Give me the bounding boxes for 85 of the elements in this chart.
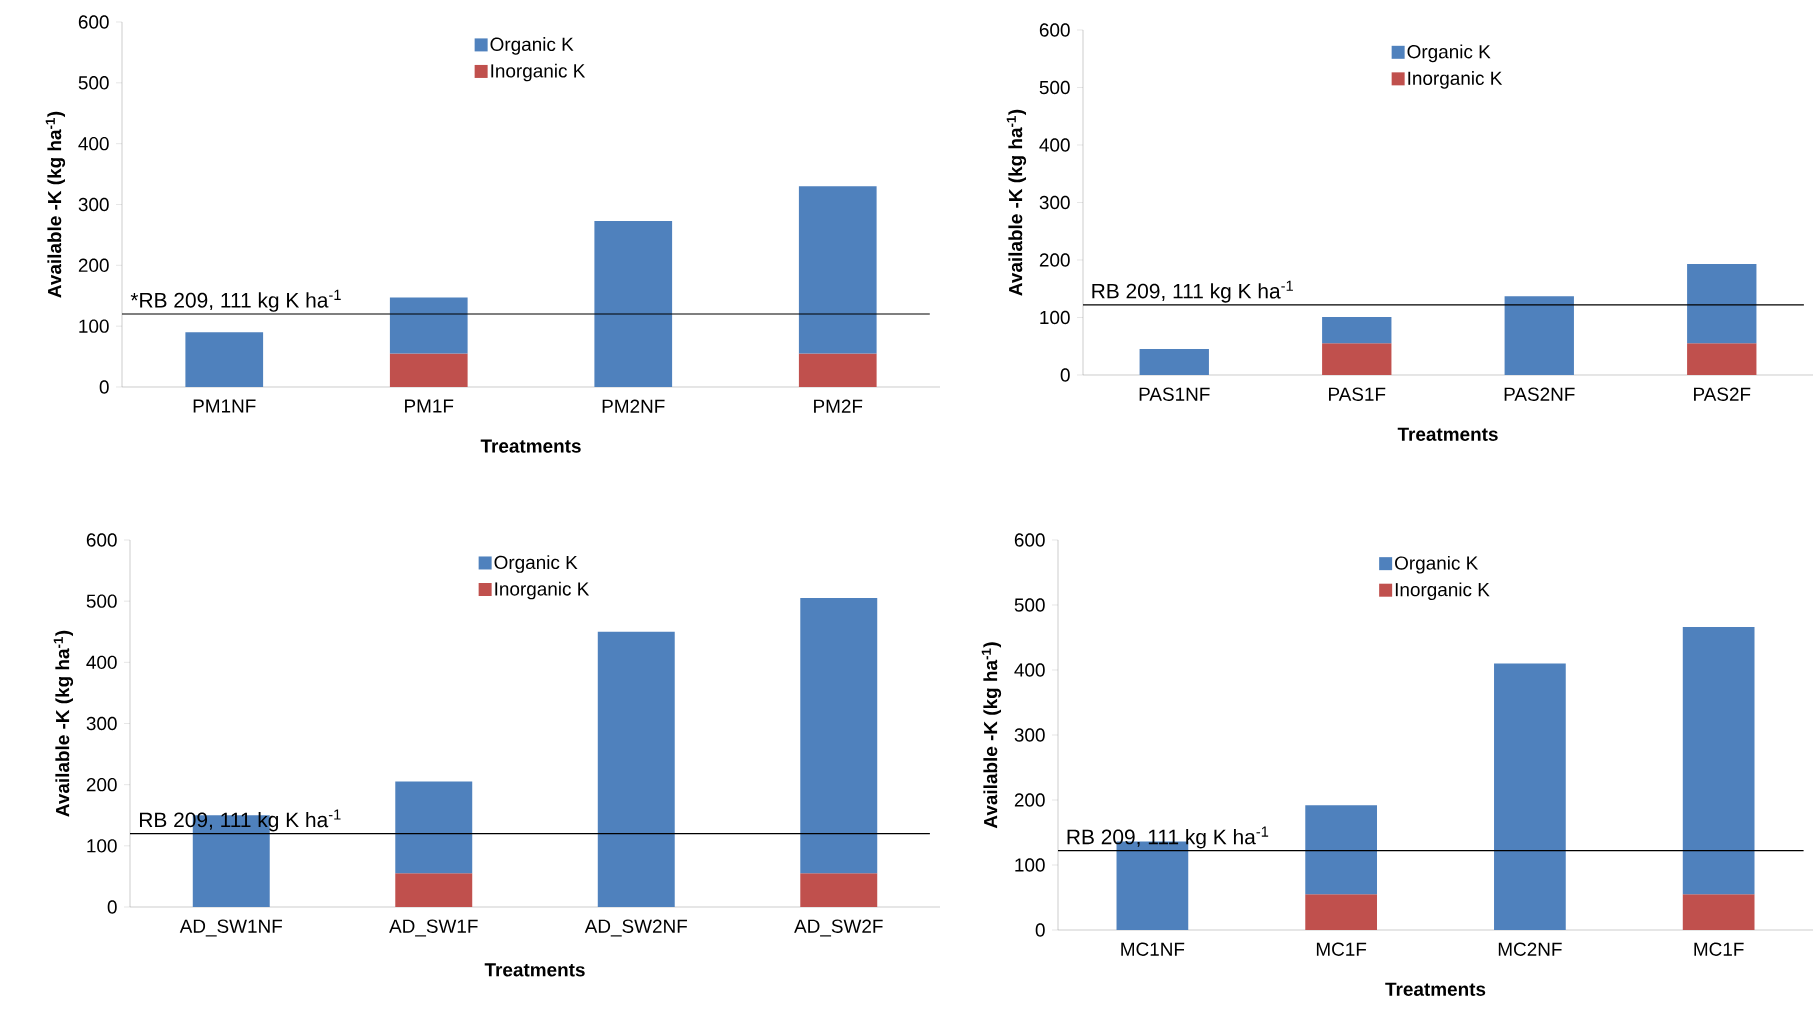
y-tick-label: 500 bbox=[78, 76, 109, 90]
x-tick-label: PM1NF bbox=[193, 399, 256, 413]
ref-line-label: RB 209, 111 kg K ha$^{-1}$ bbox=[1067, 826, 1269, 849]
legend-label: Organic K bbox=[494, 555, 578, 573]
y-tick-label: 200 bbox=[86, 777, 117, 792]
legend-label: Inorganic K bbox=[1395, 582, 1490, 601]
y-tick-label: 600 bbox=[78, 15, 109, 29]
bar bbox=[597, 631, 675, 907]
y-tick-label: 100 bbox=[1015, 858, 1045, 872]
y-axis-title: Available -K (kg ha$^{-1}$) bbox=[981, 642, 1002, 829]
x-axis-title: Treatments bbox=[480, 439, 581, 453]
legend-label: Inorganic K bbox=[491, 63, 586, 82]
y-tick-label: 300 bbox=[1039, 195, 1070, 210]
y-tick-label: 0 bbox=[1060, 368, 1070, 382]
bar bbox=[1322, 343, 1392, 375]
x-tick-label: AD_SW2NF bbox=[584, 919, 688, 937]
y-tick-label: 0 bbox=[107, 900, 117, 914]
legend-label: Inorganic K bbox=[495, 581, 590, 600]
x-tick-label: PM2NF bbox=[602, 399, 665, 413]
legend-label: Organic K bbox=[490, 37, 574, 55]
x-tick-label: PAS1F bbox=[1329, 387, 1386, 401]
y-tick-label: 0 bbox=[99, 380, 109, 394]
x-tick-label: MC1F bbox=[1316, 942, 1367, 956]
y-tick-label: 400 bbox=[86, 655, 117, 670]
bar bbox=[1322, 316, 1392, 344]
x-axis-title: Treatments bbox=[1397, 427, 1498, 441]
y-tick-label: 100 bbox=[79, 319, 109, 333]
ref-line-label: *RB 209, 111 kg K ha$^{-1}$ bbox=[130, 289, 341, 312]
bar bbox=[389, 297, 468, 354]
bar bbox=[1687, 264, 1757, 344]
y-tick-label: 100 bbox=[87, 839, 117, 853]
x-tick-label: PAS1NF bbox=[1139, 387, 1210, 401]
y-tick-label: 400 bbox=[1014, 663, 1045, 677]
legend-label: Organic K bbox=[1395, 555, 1479, 574]
bar bbox=[1305, 805, 1377, 895]
y-tick-label: 100 bbox=[1040, 310, 1070, 325]
bar bbox=[800, 873, 878, 907]
x-tick-label: AD_SW2F bbox=[794, 919, 883, 937]
bar bbox=[185, 332, 264, 387]
x-tick-label: AD_SW1NF bbox=[179, 919, 283, 937]
y-tick-label: 500 bbox=[86, 594, 117, 608]
y-tick-label: 300 bbox=[86, 716, 117, 731]
bar bbox=[1687, 343, 1757, 375]
x-tick-label: PM2F bbox=[814, 399, 863, 413]
x-axis-title: Treatments bbox=[484, 963, 585, 977]
y-tick-label: 600 bbox=[1039, 23, 1070, 37]
x-tick-label: PAS2NF bbox=[1504, 387, 1575, 401]
y-tick-label: 200 bbox=[78, 258, 109, 273]
bar bbox=[1682, 894, 1755, 930]
bar bbox=[1139, 349, 1209, 375]
y-tick-label: 600 bbox=[86, 533, 117, 547]
y-tick-label: 600 bbox=[1014, 533, 1045, 547]
y-axis-title: Available -K (kg ha$^{-1}$) bbox=[45, 111, 66, 298]
y-axis-title: Available -K (kg ha$^{-1}$) bbox=[1006, 109, 1027, 296]
x-tick-label: AD_SW1F bbox=[389, 919, 478, 937]
y-tick-label: 500 bbox=[1039, 80, 1070, 95]
legend-label: Inorganic K bbox=[1408, 71, 1503, 89]
y-tick-label: 400 bbox=[1039, 138, 1070, 152]
x-tick-label: PAS2F bbox=[1694, 387, 1751, 401]
y-tick-label: 0 bbox=[1035, 923, 1045, 937]
x-axis-title: Treatments bbox=[1385, 982, 1486, 996]
bar bbox=[1494, 663, 1566, 930]
bar bbox=[395, 873, 473, 907]
bar bbox=[1305, 894, 1377, 930]
bar bbox=[800, 598, 878, 874]
bar bbox=[1682, 627, 1755, 895]
bar bbox=[798, 186, 877, 354]
bar bbox=[389, 353, 468, 387]
ref-line-label: RB 209, 111 kg K ha$^{-1}$ bbox=[1092, 280, 1293, 303]
y-axis-title: Available -K (kg ha$^{-1}$) bbox=[53, 630, 74, 817]
y-tick-label: 300 bbox=[78, 197, 109, 212]
bar bbox=[798, 353, 877, 387]
y-tick-label: 200 bbox=[1039, 253, 1070, 267]
y-tick-label: 500 bbox=[1014, 598, 1045, 612]
y-tick-label: 200 bbox=[1014, 793, 1045, 807]
bar bbox=[594, 220, 673, 387]
y-tick-label: 300 bbox=[1014, 728, 1045, 742]
bar bbox=[1504, 296, 1574, 375]
x-tick-label: MC1F bbox=[1694, 942, 1744, 956]
x-tick-label: MC2NF bbox=[1498, 942, 1562, 956]
bar bbox=[395, 781, 473, 874]
x-tick-label: MC1NF bbox=[1121, 942, 1185, 956]
legend-label: Organic K bbox=[1407, 44, 1491, 63]
y-tick-label: 400 bbox=[78, 136, 109, 151]
x-tick-label: PM1F bbox=[405, 399, 454, 413]
